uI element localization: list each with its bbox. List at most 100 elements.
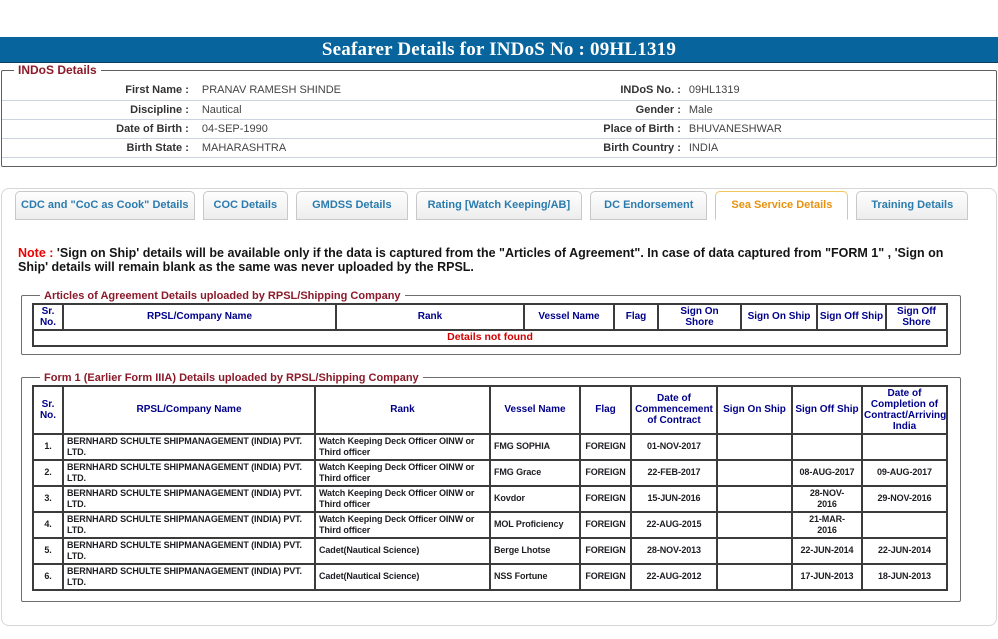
cell-flag: FOREIGN (580, 511, 631, 538)
column-header: Date of Commencement of Contract (631, 385, 717, 434)
cell-rank: Cadet(Nautical Science) (315, 563, 490, 590)
cell-vessel: FMG SOPHIA (490, 433, 580, 460)
column-header: Vessel Name (490, 385, 580, 434)
column-header: Rank (336, 303, 524, 330)
tab[interactable]: DC Endorsement (590, 190, 708, 220)
cell-date-completion (862, 433, 947, 460)
tab-label[interactable]: Training Details (856, 190, 969, 220)
column-header: Flag (614, 303, 658, 330)
tab[interactable]: Training Details (856, 190, 969, 220)
column-header: Sign On Shore (658, 303, 741, 330)
field-label: Birth Country : (500, 138, 683, 158)
cell-sign-on-ship (717, 511, 792, 538)
articles-table: Sr. No. RPSL/Company Name Rank Vessel Name F… (32, 302, 948, 347)
field-value: 09HL1319 (682, 81, 996, 101)
page-title: Seafarer Details for INDoS No : 09HL1319 (321, 39, 677, 60)
note-prefix: Note : (18, 245, 54, 260)
form1-body: 1. BERNHARD SCHULTE SHIPMANAGEMENT (INDI… (33, 433, 947, 590)
cell-sr-no: 3. (33, 485, 63, 512)
cell-date-completion: 18-JUN-2013 (862, 563, 947, 590)
cell-flag: FOREIGN (580, 433, 631, 460)
cell-sign-off-ship: 17-JUN-2013 (792, 563, 862, 590)
column-header: Sign On Ship (741, 303, 817, 330)
tab-label[interactable]: CDC and "CoC as Cook" Details (15, 190, 195, 220)
sea-service-row: 6. BERNHARD SCHULTE SHIPMANAGEMENT (INDI… (33, 563, 947, 590)
cell-rank: Watch Keeping Deck Officer OINW or Third… (315, 485, 490, 512)
cell-sr-no: 6. (33, 563, 63, 590)
cell-date-completion (862, 511, 947, 538)
field-label: Place of Birth : (500, 119, 683, 139)
column-header: Sign Off Ship (817, 303, 886, 330)
column-header: Sign Off Ship (792, 385, 862, 434)
column-header: Date of Completion of Contract/Arriving … (862, 385, 947, 434)
cell-company: BERNHARD SCHULTE SHIPMANAGEMENT (INDIA) … (63, 433, 315, 460)
cell-sign-off-ship: 22-JUN-2014 (792, 537, 862, 564)
cell-rank: Watch Keeping Deck Officer OINW or Third… (315, 459, 490, 486)
tab-strip: CDC and "CoC as Cook" Details COC Detail… (2, 189, 996, 220)
indos-details-fieldset: INDoS Details First Name : PRANAV RAMESH… (1, 63, 997, 167)
cell-sign-on-ship (717, 563, 792, 590)
indos-details-row: Birth State : MAHARASHTRA Birth Country … (2, 138, 996, 158)
column-header: Flag (580, 385, 631, 434)
tab[interactable]: COC Details (202, 190, 289, 220)
column-header: Rank (315, 385, 490, 434)
cell-rank: Watch Keeping Deck Officer OINW or Third… (315, 511, 490, 538)
field-label: First Name : (2, 81, 191, 101)
form1-header-row: Sr. No. RPSL/Company Name Rank Vessel Name F… (33, 385, 947, 434)
note: Note : 'Sign on Ship' details will be av… (18, 246, 980, 274)
cell-company: BERNHARD SCHULTE SHIPMANAGEMENT (INDIA) … (63, 563, 315, 590)
note-text: 'Sign on Ship' details will be available… (18, 245, 944, 274)
cell-sign-off-ship: 08-AUG-2017 (792, 459, 862, 486)
cell-date-commencement: 15-JUN-2016 (631, 485, 717, 512)
column-header: RPSL/Company Name (63, 303, 336, 330)
cell-sign-off-ship: 21-MAR- 2016 (792, 511, 862, 538)
cell-vessel: FMG Grace (490, 459, 580, 486)
tab-label[interactable]: DC Endorsement (590, 190, 708, 220)
tab[interactable]: Sea Service Details (715, 190, 849, 220)
cell-company: BERNHARD SCHULTE SHIPMANAGEMENT (INDIA) … (63, 459, 315, 486)
sea-service-row: 5. BERNHARD SCHULTE SHIPMANAGEMENT (INDI… (33, 537, 947, 564)
tab-label[interactable]: GMDSS Details (296, 190, 408, 220)
cell-sign-on-ship (717, 537, 792, 564)
indos-details-row: Discipline : Nautical Gender : Male (2, 100, 996, 120)
tab-label[interactable]: Rating [Watch Keeping/AB] (415, 190, 583, 220)
cell-company: BERNHARD SCHULTE SHIPMANAGEMENT (INDIA) … (63, 537, 315, 564)
cell-sign-on-ship (717, 485, 792, 512)
cell-date-commencement: 01-NOV-2017 (631, 433, 717, 460)
column-header: Sr. No. (33, 385, 63, 434)
cell-sign-off-ship (792, 433, 862, 460)
cell-sr-no: 5. (33, 537, 63, 564)
field-value: 04-SEP-1990 (190, 119, 501, 139)
tab-label[interactable]: COC Details (202, 190, 289, 220)
cell-sr-no: 4. (33, 511, 63, 538)
tab[interactable]: GMDSS Details (296, 190, 408, 220)
field-label: Birth State : (2, 138, 191, 158)
details-not-found: Details not found (33, 329, 947, 346)
field-value: BHUVANESHWAR (682, 119, 996, 139)
field-value: PRANAV RAMESH SHINDE (190, 81, 501, 101)
field-value: MAHARASHTRA (190, 138, 501, 158)
articles-header-row: Sr. No. RPSL/Company Name Rank Vessel Name F… (33, 303, 947, 330)
field-label: INDoS No. : (500, 81, 683, 101)
cell-sign-off-ship: 28-NOV- 2016 (792, 485, 862, 512)
tab[interactable]: CDC and "CoC as Cook" Details (15, 190, 195, 220)
tab[interactable]: Rating [Watch Keeping/AB] (415, 190, 583, 220)
articles-legend: Articles of Agreement Details uploaded b… (44, 289, 401, 302)
indos-details-row: First Name : PRANAV RAMESH SHINDE INDoS … (2, 81, 996, 101)
sea-service-row: 3. BERNHARD SCHULTE SHIPMANAGEMENT (INDI… (33, 485, 947, 512)
cell-sr-no: 1. (33, 433, 63, 460)
cell-rank: Cadet(Nautical Science) (315, 537, 490, 564)
tab-label[interactable]: Sea Service Details (715, 190, 849, 220)
form1-table: Sr. No. RPSL/Company Name Rank Vessel Name F… (32, 384, 948, 591)
indos-details-legend: INDoS Details (18, 63, 97, 77)
cell-flag: FOREIGN (580, 485, 631, 512)
page-title-bar: Seafarer Details for INDoS No : 09HL1319 (0, 37, 998, 63)
column-header: Sign Off Shore (886, 303, 947, 330)
cell-company: BERNHARD SCHULTE SHIPMANAGEMENT (INDIA) … (63, 511, 315, 538)
form1-fieldset: Form 1 (Earlier Form IIIA) Details uploa… (21, 371, 961, 602)
articles-fieldset: Articles of Agreement Details uploaded b… (21, 289, 961, 355)
tabs-panel: CDC and "CoC as Cook" Details COC Detail… (1, 187, 997, 626)
column-header: Sr. No. (33, 303, 63, 330)
cell-vessel: Kovdor (490, 485, 580, 512)
cell-rank: Watch Keeping Deck Officer OINW or Third… (315, 433, 490, 460)
